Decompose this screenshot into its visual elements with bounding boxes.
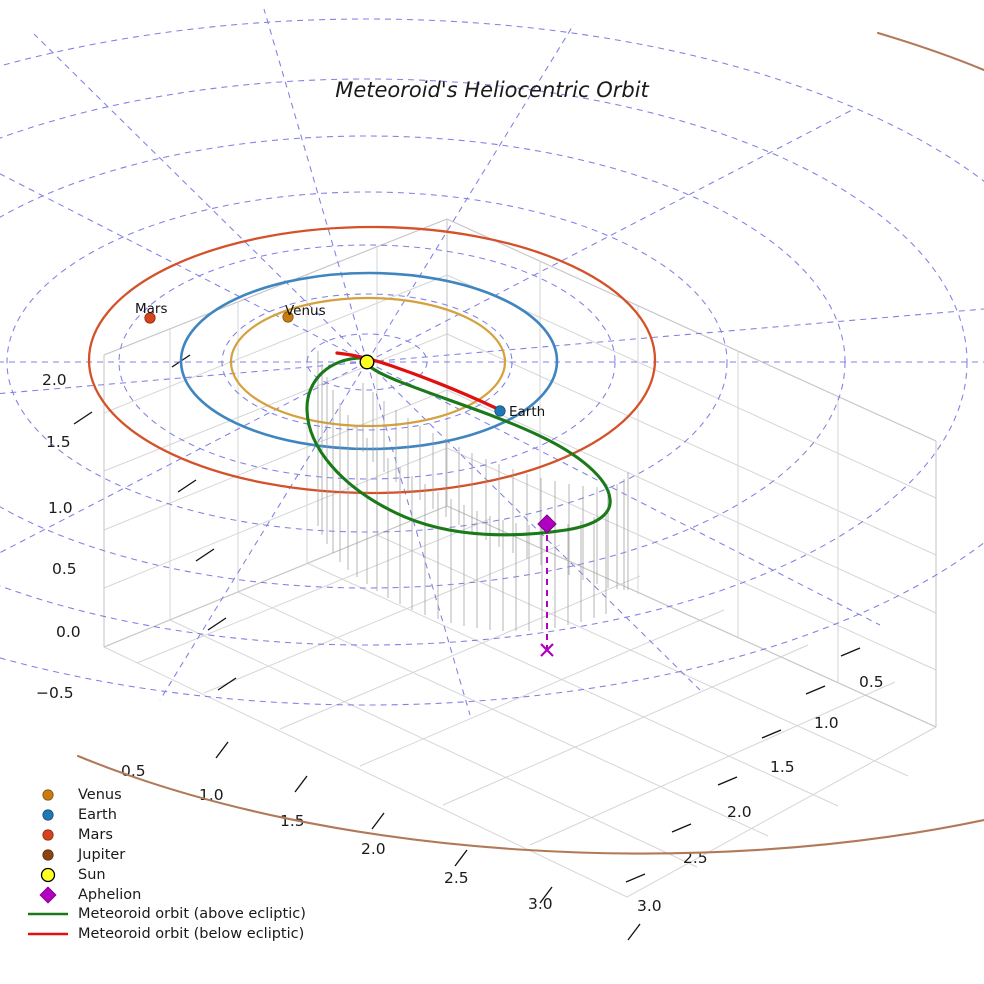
body-markers [144,311,506,417]
y-tick-3: 2.0 [727,803,752,821]
legend-label-mars: Mars [78,827,113,843]
z-tick-0: 2.0 [42,371,67,389]
meteoroid-orbit [305,351,612,537]
planet-orbits [76,31,984,855]
z-tick-4: 0.0 [56,623,81,641]
sun-marker [359,354,375,370]
jupiter-orbit [76,754,984,855]
meteoroid-orbit-above [305,356,612,537]
legend-label-jupiter: Jupiter [77,847,125,863]
y-tick-1: 1.0 [814,714,839,732]
legend-marker-mars [42,829,54,841]
legend-marker-venus [42,789,54,801]
z-tick-2: 1.0 [48,499,73,517]
legend-marker-jupiter [42,849,54,861]
z-tick-5: −0.5 [36,684,74,702]
venus-label: Venus [285,303,326,319]
legend-label-orbit-below: Meteoroid orbit (below ecliptic) [78,926,304,942]
y-tick-0: 0.5 [859,673,884,691]
x-tick-5: 3.0 [528,895,553,913]
plot-legend: Venus Earth Mars Jupiter Sun Aphelion Me… [28,787,306,942]
earth-marker [494,405,506,417]
venus-orbit [229,296,507,428]
z-tick-1: 1.5 [46,433,71,451]
orbit-stem-lines [317,351,629,631]
page-title: Meteoroid's Heliocentric Orbit [335,78,649,102]
axis-ticks: 2.0 1.5 1.0 0.5 0.0 −0.5 0.5 1.0 1.5 2.0… [36,354,884,941]
legend-label-sun: Sun [78,867,106,883]
legend-marker-sun [40,867,56,883]
x-tick-2: 1.5 [280,812,305,830]
aphelion-marker [537,514,557,534]
x-tick-3: 2.0 [361,840,386,858]
bottom-pane-grid [103,505,937,898]
y-tick-2: 1.5 [770,758,795,776]
legend-label-earth: Earth [78,807,117,823]
legend-marker-aphelion [39,886,57,904]
legend-marker-earth [42,809,54,821]
aphelion-group [537,514,557,657]
aphelion-projection-x [540,643,554,657]
mars-orbit [87,225,657,495]
legend-label-orbit-above: Meteoroid orbit (above ecliptic) [78,906,306,922]
venus-marker [282,311,294,323]
earth-orbit [179,271,559,451]
meteoroid-orbit-below [335,351,502,412]
jupiter-orbit-upper [876,31,984,72]
legend-label-venus: Venus [78,787,122,803]
mars-label: Mars [135,301,168,317]
axes-panes [103,218,937,898]
mars-marker [144,312,156,324]
earth-label: Earth [509,404,545,420]
x-tick-4: 2.5 [444,869,469,887]
y-tick-5: 3.0 [637,897,662,915]
body-text-labels: Mars Venus Earth [135,301,545,420]
legend-label-aphelion: Aphelion [78,887,141,903]
ecliptic-polar-grid [0,8,984,716]
left-pane-grid [103,218,448,648]
z-tick-3: 0.5 [52,560,77,578]
